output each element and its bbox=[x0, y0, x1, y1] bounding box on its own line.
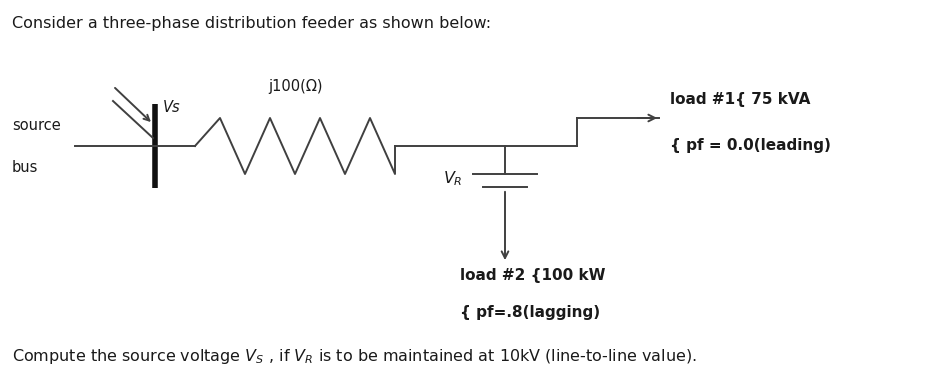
Text: { pf = 0.0(leading): { pf = 0.0(leading) bbox=[670, 138, 831, 154]
Text: Consider a three-phase distribution feeder as shown below:: Consider a three-phase distribution feed… bbox=[12, 16, 491, 31]
Text: j100(Ω): j100(Ω) bbox=[268, 79, 322, 93]
Text: bus: bus bbox=[12, 160, 39, 176]
Text: source: source bbox=[12, 118, 60, 133]
Text: Compute the source voltage $V_S$ , if $V_R$ is to be maintained at 10kV (line-to: Compute the source voltage $V_S$ , if $V… bbox=[12, 347, 697, 366]
Text: load #2 {100 kW: load #2 {100 kW bbox=[460, 268, 605, 283]
Text: Vs: Vs bbox=[163, 100, 180, 115]
Text: { pf=.8(lagging): { pf=.8(lagging) bbox=[460, 305, 600, 320]
Text: $V_R$: $V_R$ bbox=[444, 170, 463, 188]
Text: load #1{ 75 kVA: load #1{ 75 kVA bbox=[670, 93, 810, 108]
